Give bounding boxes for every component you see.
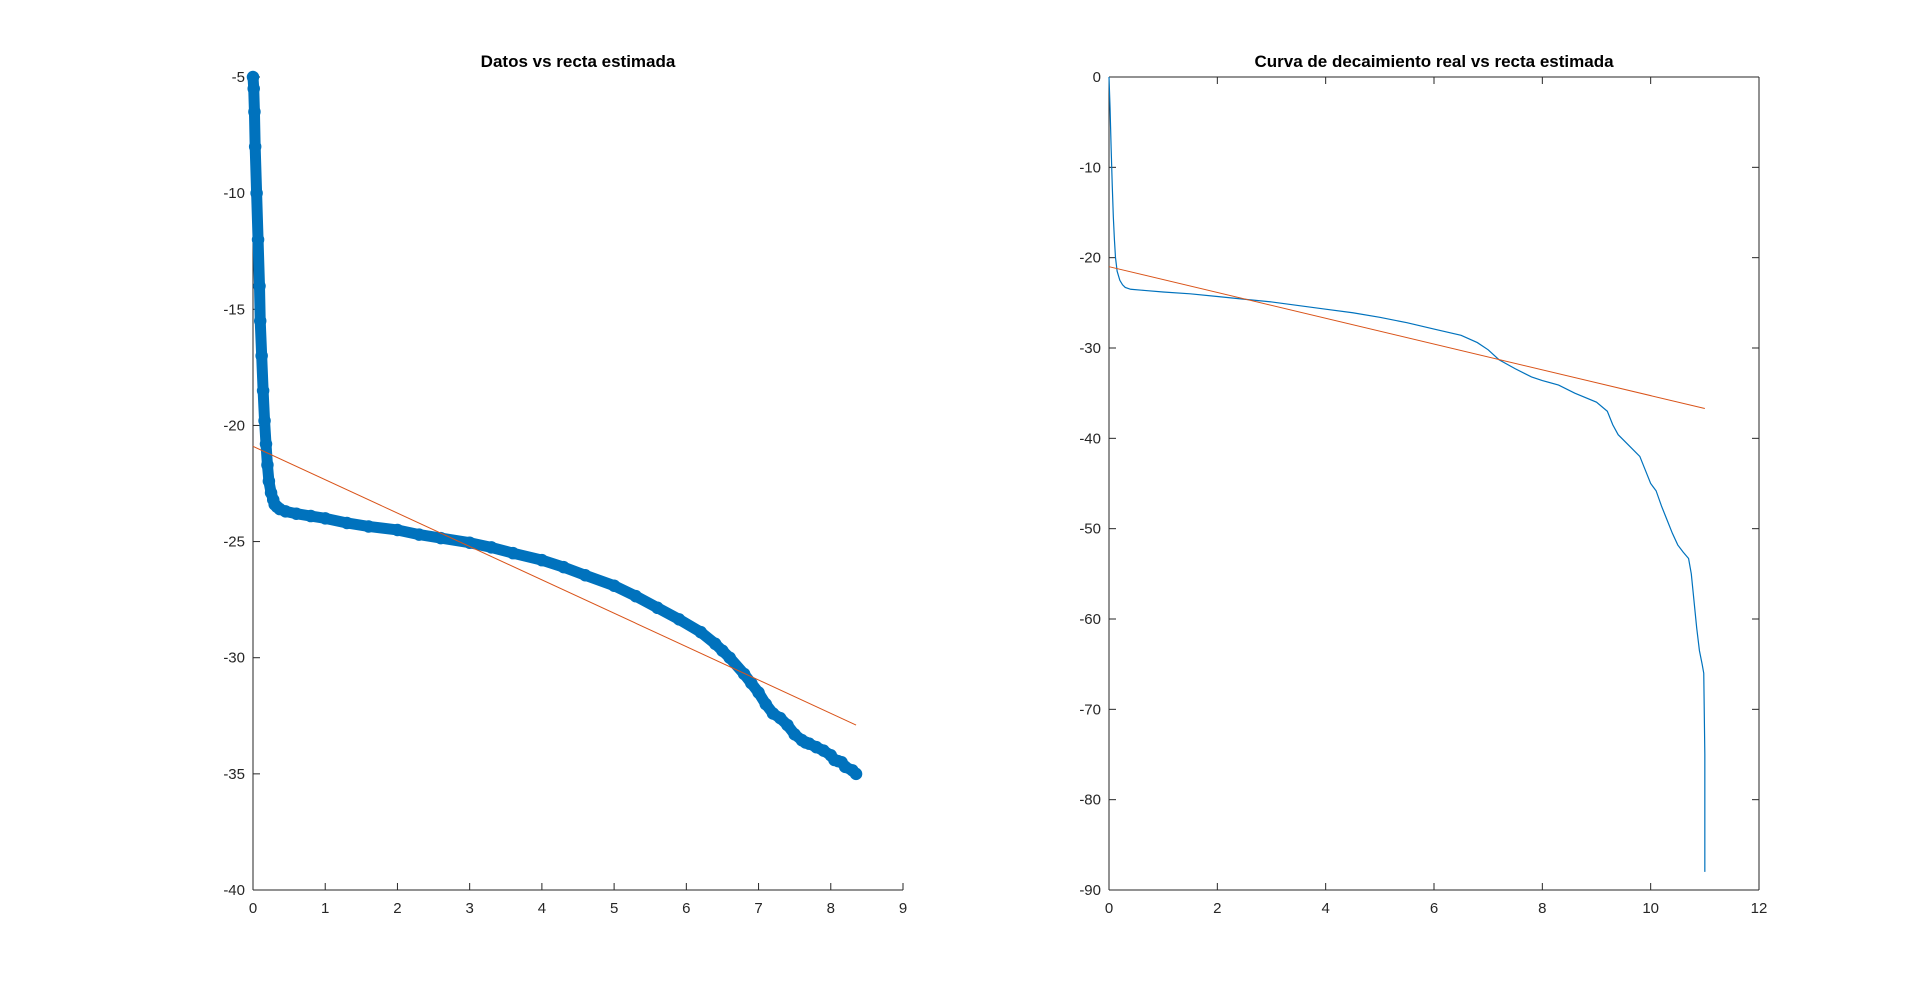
data-point <box>247 82 260 95</box>
data-point <box>251 233 265 246</box>
x-tick-label: 6 <box>682 900 690 917</box>
data-point <box>253 279 266 293</box>
data-point <box>250 186 263 200</box>
data-point <box>362 520 375 533</box>
x-tick-label: 1 <box>321 900 329 917</box>
data-point <box>607 579 621 592</box>
data-point <box>485 541 498 554</box>
data-point <box>340 516 354 530</box>
data-point <box>810 740 823 754</box>
data-point <box>253 314 267 328</box>
data-point <box>752 686 765 699</box>
fit-line <box>252 445 857 726</box>
y-tick-label: -20 <box>1079 250 1101 267</box>
data-point <box>264 486 278 500</box>
chart-curva-decaimiento: Curva de decaimiento real vs recta estim… <box>1079 52 1767 917</box>
x-tick-label: 2 <box>1213 900 1221 917</box>
data-point <box>629 589 643 603</box>
chart-datos-vs-recta: Datos vs recta estimada 0 1 2 3 4 5 6 7 8 9 -40 -35… <box>223 52 907 917</box>
data-point <box>262 474 276 488</box>
data-point <box>802 737 816 750</box>
data-point <box>258 414 271 428</box>
x-tick-label: 0 <box>249 900 257 917</box>
data-point <box>723 651 736 664</box>
data-point <box>773 711 787 725</box>
x-tick-label: 8 <box>1538 900 1546 917</box>
data-point <box>694 625 708 639</box>
data-point <box>849 767 863 781</box>
y-tick-label: -15 <box>223 301 245 318</box>
y-tick-label: -5 <box>232 69 245 86</box>
y-tick-label: -70 <box>1079 701 1101 718</box>
data-point <box>248 140 262 153</box>
data-point <box>781 718 794 732</box>
y-tick-label: -40 <box>223 882 245 899</box>
data-point <box>318 512 332 525</box>
data-point <box>463 536 476 549</box>
chart-title: Datos vs recta estimada <box>481 52 676 71</box>
data-point <box>578 569 592 582</box>
data-point <box>672 613 686 626</box>
data-point <box>248 105 261 119</box>
y-tick-label: -90 <box>1079 882 1101 899</box>
x-tick-label: 12 <box>1751 900 1768 917</box>
data-series-band <box>247 71 862 780</box>
data-point <box>290 507 303 520</box>
data-point <box>651 601 664 615</box>
x-tick-label: 10 <box>1642 900 1659 917</box>
x-tick-label: 5 <box>610 900 618 917</box>
x-tick-label: 6 <box>1430 900 1438 917</box>
y-tick-label: -40 <box>1079 430 1101 447</box>
data-point <box>256 384 270 397</box>
data-point <box>261 458 274 472</box>
x-tick-label: 0 <box>1105 900 1113 917</box>
data-point <box>259 437 273 451</box>
data-point <box>557 560 570 574</box>
y-tick-label: -30 <box>1079 340 1101 357</box>
y-tick-label: -25 <box>223 534 245 551</box>
data-point <box>716 644 729 657</box>
y-tick-label: -20 <box>223 417 245 434</box>
data-point <box>737 667 751 681</box>
y-tick-label: -35 <box>223 766 245 783</box>
y-tick-label: -10 <box>1079 159 1101 176</box>
y-tick-label: -60 <box>1079 611 1101 628</box>
data-point <box>506 546 520 560</box>
x-tick-label: 8 <box>827 900 835 917</box>
x-tick-label: 2 <box>393 900 401 917</box>
data-point <box>391 523 404 537</box>
data-point <box>759 697 773 711</box>
x-tick-label: 3 <box>465 900 473 917</box>
data-point <box>838 760 852 774</box>
y-tick-label: 0 <box>1093 69 1101 86</box>
y-tick-label: -10 <box>223 185 245 202</box>
data-point <box>708 637 722 651</box>
x-tick-label: 9 <box>899 900 907 917</box>
decay-curve-line <box>1108 76 1706 872</box>
data-point <box>745 677 758 690</box>
x-tick-label: 4 <box>538 900 546 917</box>
x-tick-label: 4 <box>1321 900 1329 917</box>
data-point <box>304 509 318 523</box>
y-tick-label: -80 <box>1079 792 1101 809</box>
data-point <box>255 349 268 362</box>
y-tick-label: -30 <box>223 650 245 667</box>
data-point <box>273 502 286 516</box>
fit-line <box>1108 266 1705 410</box>
x-tick-label: 7 <box>754 900 762 917</box>
data-point <box>535 553 549 567</box>
chart-title: Curva de decaimiento real vs recta estim… <box>1254 52 1614 71</box>
y-tick-label: -50 <box>1079 521 1101 538</box>
data-point <box>412 528 426 541</box>
data-point <box>846 764 859 777</box>
